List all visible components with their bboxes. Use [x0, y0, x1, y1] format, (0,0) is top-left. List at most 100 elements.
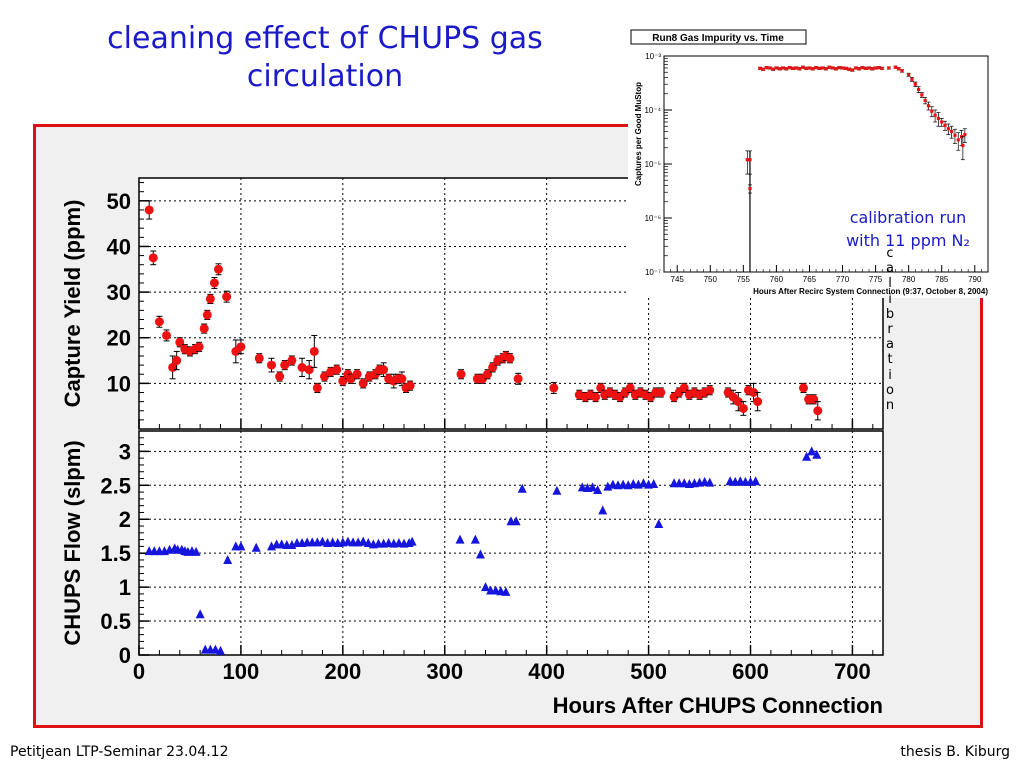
x-tick-label: 700	[834, 659, 871, 684]
flow-point	[807, 446, 817, 456]
inset-point	[831, 66, 835, 70]
top-y-tick-label: 30	[107, 280, 131, 305]
inset-point	[926, 104, 931, 108]
vertical-letter: c	[886, 246, 894, 261]
flow-point	[481, 582, 491, 592]
capture-yield-point	[297, 362, 307, 372]
inset-point	[847, 67, 851, 71]
capture-yield-point	[813, 406, 823, 416]
vertical-letter: r	[887, 322, 893, 338]
inset-x-tick-label: 780	[902, 275, 916, 284]
inset-point	[961, 143, 965, 148]
flow-point	[751, 476, 761, 486]
flow-point	[317, 536, 327, 546]
inset-point	[811, 67, 815, 71]
capture-yield-point	[549, 383, 559, 393]
inset-title-box	[630, 29, 807, 45]
capture-yield-point	[194, 342, 204, 352]
x-tick-label: 600	[732, 659, 769, 684]
inset-x-tick-label: 760	[770, 275, 784, 284]
calibration-note: calibration run with 11 ppm N₂	[828, 206, 988, 252]
bottom-panel-frame	[138, 430, 884, 656]
flow-point	[705, 477, 715, 487]
capture-yield-point	[199, 324, 209, 334]
capture-yield-point	[332, 365, 342, 375]
inset-point	[916, 87, 921, 92]
inset-point	[913, 82, 917, 86]
inset-point	[797, 67, 802, 71]
inset-x-tick-label: 745	[671, 275, 685, 284]
capture-yield-point	[254, 353, 264, 363]
capture-yield-point	[738, 403, 748, 413]
inset-point	[860, 65, 864, 70]
inset-y-tick-label: 10⁻³	[645, 52, 661, 61]
flow-point	[593, 485, 603, 495]
inset-point	[933, 113, 937, 117]
inset-y-axis-label: Captures per Good MuStop	[634, 82, 643, 186]
capture-yield-point	[733, 397, 743, 407]
capture-yield-point	[304, 365, 314, 375]
vertical-letter: l	[888, 276, 892, 292]
capture-yield-point	[162, 330, 172, 340]
capture-yield-point	[456, 369, 466, 379]
inset-point	[893, 65, 898, 69]
inset-x-tick-label: 790	[968, 275, 982, 284]
capture-yield-point	[144, 205, 154, 215]
inset-point	[834, 67, 838, 71]
inset-point	[864, 66, 868, 70]
flow-point	[475, 549, 485, 559]
vertical-letter: b	[885, 306, 895, 322]
inset-point	[897, 67, 901, 71]
footer-right: thesis B. Kiburg	[900, 744, 1010, 760]
vertical-letter: n	[885, 398, 895, 414]
inset-point	[943, 123, 947, 127]
inset-point	[801, 65, 805, 69]
inset-point	[930, 109, 934, 113]
capture-yield-point	[513, 374, 523, 384]
inset-point	[844, 66, 848, 70]
inset-y-tick-label: 10⁻⁵	[645, 160, 661, 169]
capture-yield-point	[405, 381, 415, 391]
inset-point	[794, 66, 798, 70]
inset-point	[784, 67, 788, 71]
x-tick-label: 200	[324, 659, 361, 684]
capture-yield-point	[275, 372, 285, 382]
inset-y-tick-label: 10⁻⁴	[644, 106, 661, 115]
flow-point	[812, 449, 822, 459]
capture-yield-point	[209, 278, 219, 288]
bottom-plot-area	[139, 431, 883, 655]
inset-point	[761, 67, 765, 71]
inset-point	[850, 68, 855, 72]
inset-point	[788, 65, 792, 70]
capture-yield-point	[749, 387, 759, 397]
inset-point	[963, 133, 967, 137]
flow-point	[552, 485, 562, 495]
inset-point	[940, 120, 944, 124]
inset-y-tick-label: 10⁻⁶	[645, 214, 661, 223]
capture-yield-point	[312, 383, 322, 393]
inset-plot-frame	[663, 55, 989, 273]
bottom-y-tick-label: 3	[119, 439, 131, 464]
x-tick-label: 400	[528, 659, 565, 684]
capture-yield-point	[591, 392, 601, 402]
bottom-y-axis-label: CHUPS Flow (slpm)	[60, 440, 85, 645]
inset-title: Run8 Gas Impurity vs. Time	[652, 33, 784, 44]
inset-point	[953, 133, 957, 137]
inset-point	[814, 65, 818, 70]
capture-yield-point	[799, 383, 809, 393]
x-tick-label: 300	[426, 659, 463, 684]
flow-point	[654, 518, 664, 528]
flow-point	[470, 534, 480, 544]
inset-point	[804, 66, 808, 70]
inset-x-tick-label: 755	[737, 275, 751, 284]
capture-yield-point	[287, 356, 297, 366]
footer-left: Petitjean LTP-Seminar 23.04.12	[10, 744, 229, 760]
vertical-letter: t	[887, 352, 893, 368]
vertical-letter: i	[888, 291, 892, 307]
bottom-y-tick-label: 1	[119, 575, 131, 600]
flow-point	[251, 542, 261, 552]
capture-yield-point	[148, 253, 158, 263]
bottom-y-tick-label: 2	[119, 507, 131, 532]
capture-yield-point	[352, 369, 362, 379]
capture-yield-point	[397, 374, 407, 384]
